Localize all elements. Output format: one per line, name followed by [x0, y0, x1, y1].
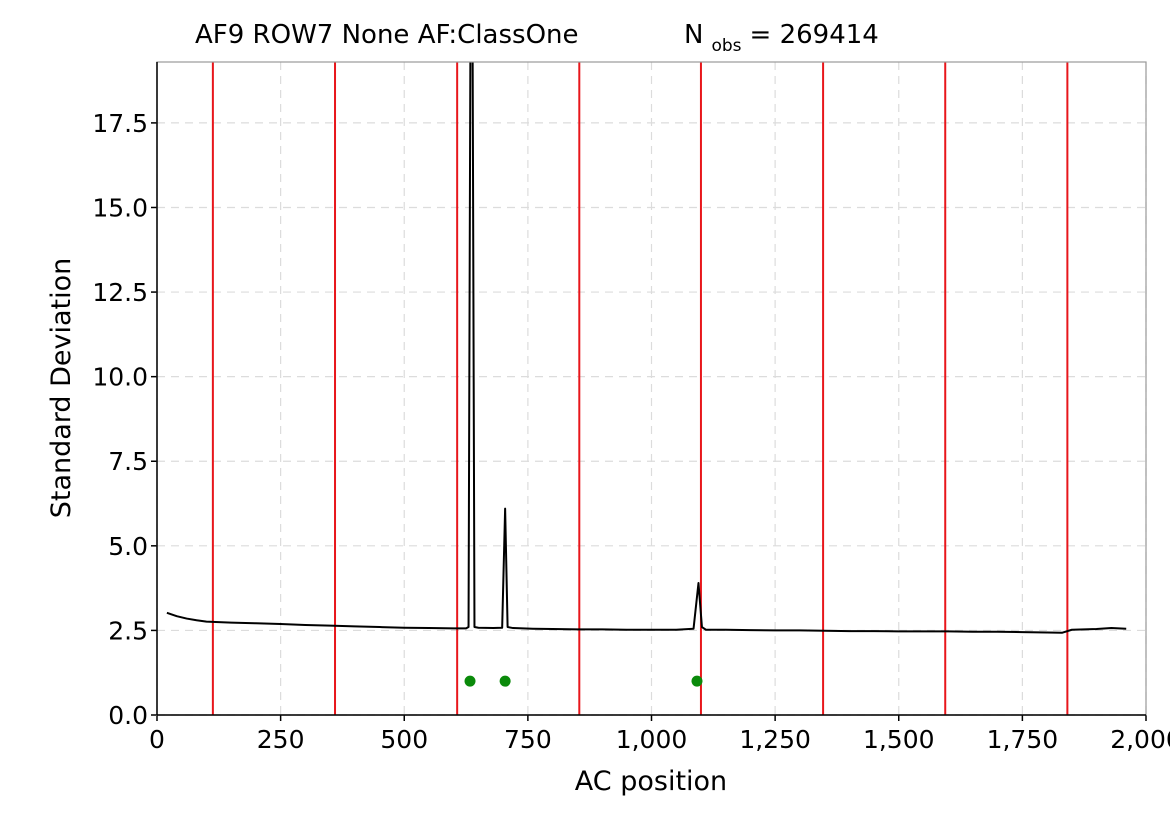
x-tick-label: 500 [380, 725, 428, 754]
x-tick-label: 1,250 [739, 725, 811, 754]
y-tick-label: 12.5 [92, 278, 148, 307]
x-tick-label: 1,000 [616, 725, 688, 754]
plot-area [166, 62, 1127, 715]
y-axis-label: Standard Deviation [46, 258, 77, 519]
x-tick-label: 1,500 [863, 725, 935, 754]
x-tick-label: 0 [149, 725, 165, 754]
y-tick-label: 10.0 [92, 363, 148, 392]
x-tick-label: 250 [257, 725, 305, 754]
point [691, 675, 703, 687]
annotation-symbol: N [684, 20, 703, 50]
point [464, 675, 476, 687]
x-tick-label: 2,000 [1110, 725, 1170, 754]
y-tick-label: 2.5 [108, 616, 148, 645]
y-tick-label: 0.0 [108, 701, 148, 730]
annotation-text: = 269414 [750, 20, 879, 50]
annotation-subscript: obs [711, 36, 741, 56]
data-line [166, 62, 1127, 634]
x-tick-label: 750 [504, 725, 552, 754]
y-tick-label: 5.0 [108, 532, 148, 561]
chart-title: AF9 ROW7 None AF:ClassOne [195, 20, 579, 50]
x-axis-label: AC position [575, 766, 727, 797]
point [499, 675, 511, 687]
y-tick-label: 15.0 [92, 193, 148, 222]
x-tick-label: 1,750 [987, 725, 1059, 754]
y-tick-label: 17.5 [92, 109, 148, 138]
y-tick-label: 7.5 [108, 447, 148, 476]
